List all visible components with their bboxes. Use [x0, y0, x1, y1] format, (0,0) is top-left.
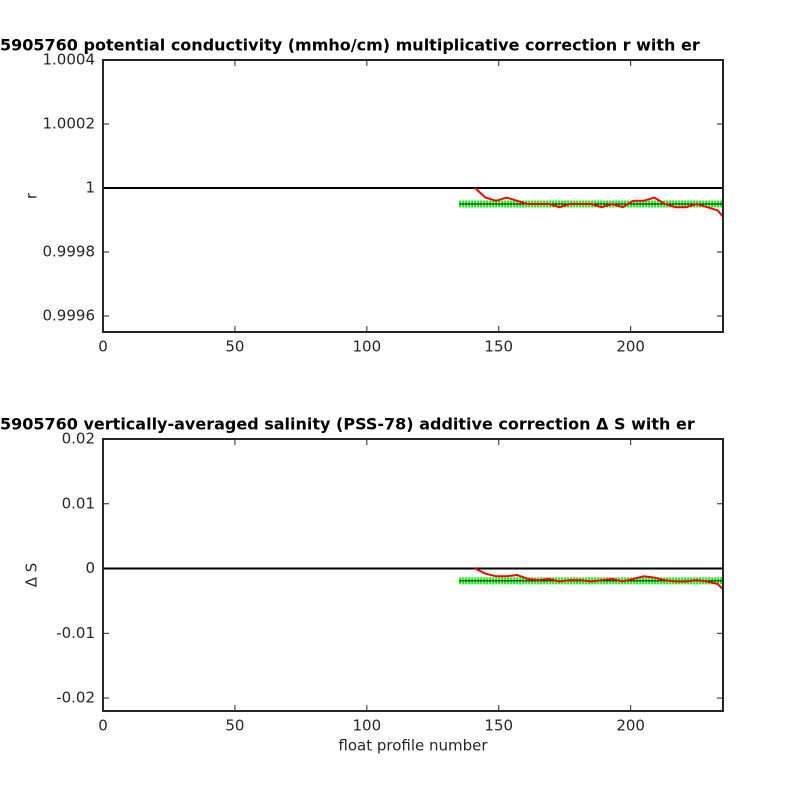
- x-tick-label: 150: [484, 338, 513, 356]
- y-tick-label: 1: [85, 179, 95, 197]
- series-line: [474, 187, 724, 218]
- series-line: [474, 567, 724, 590]
- y-axis-label: Δ S: [23, 563, 41, 588]
- x-tick-label: 100: [353, 338, 382, 356]
- y-tick-label: -0.02: [56, 689, 95, 707]
- x-tick-label: 100: [353, 717, 382, 735]
- x-axis-label: float profile number: [338, 737, 488, 755]
- x-tick-label: 0: [98, 338, 108, 356]
- y-tick-label: 1.0002: [43, 115, 96, 133]
- y-tick-label: 0.9998: [43, 243, 96, 261]
- y-tick-label: 0.9996: [43, 307, 96, 325]
- chart-title: 5905760 potential conductivity (mmho/cm)…: [0, 36, 700, 55]
- y-tick-label: 0.01: [62, 494, 95, 512]
- y-tick-label: -0.01: [56, 624, 95, 642]
- y-tick-label: 1.0004: [43, 51, 96, 69]
- chart-title: 5905760 vertically-averaged salinity (PS…: [0, 415, 695, 434]
- y-axis-label: r: [23, 192, 41, 199]
- x-tick-label: 50: [225, 717, 244, 735]
- x-tick-label: 150: [484, 717, 513, 735]
- axes-frame: [102, 438, 724, 712]
- x-tick-label: 50: [225, 338, 244, 356]
- x-tick-label: 200: [616, 338, 645, 356]
- axes-frame: [102, 59, 724, 333]
- x-tick-label: 0: [98, 717, 108, 735]
- y-tick-label: 0.02: [62, 430, 95, 448]
- x-tick-label: 200: [616, 717, 645, 735]
- y-tick-label: 0: [85, 559, 95, 577]
